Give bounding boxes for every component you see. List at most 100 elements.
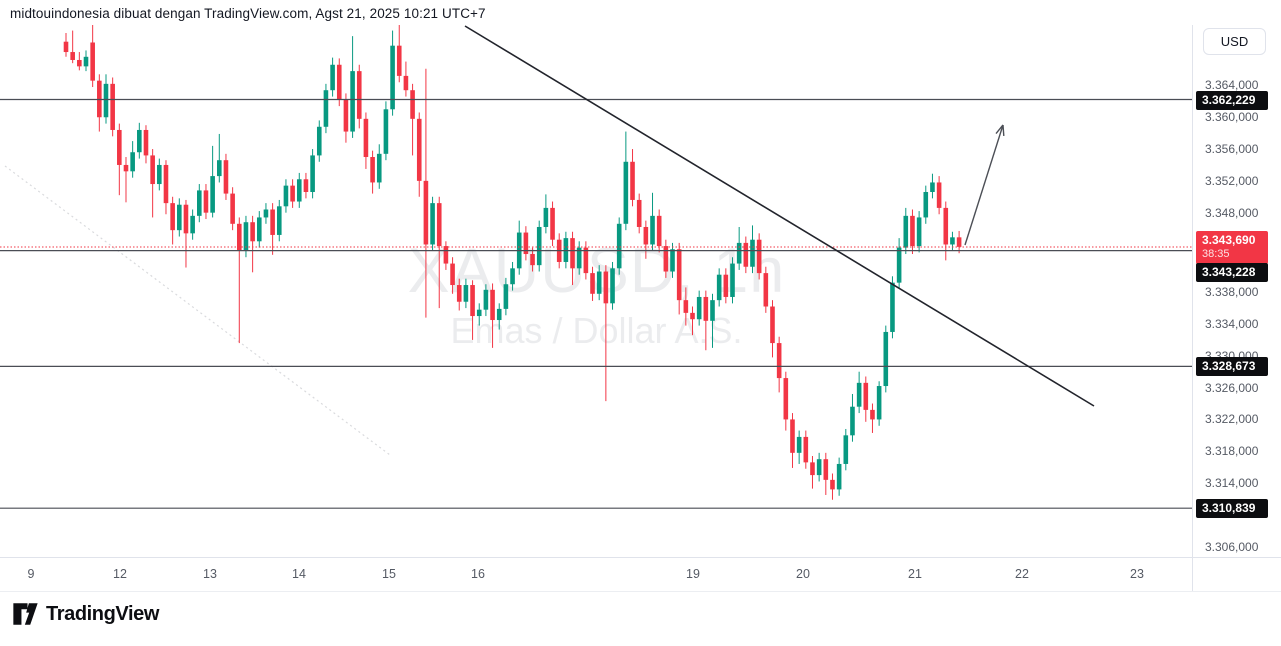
candle-body xyxy=(823,459,829,480)
candle-body xyxy=(723,274,729,297)
candle-body xyxy=(256,217,262,242)
tradingview-logo-icon xyxy=(13,603,38,625)
candle-body xyxy=(290,185,295,202)
price-tick-label: 3.322,000 xyxy=(1205,412,1259,427)
candle-body xyxy=(90,42,95,81)
candle-body xyxy=(396,45,402,76)
candle xyxy=(616,217,622,275)
candle-body xyxy=(910,215,915,247)
candle-body xyxy=(536,226,542,266)
candle-body xyxy=(710,300,715,321)
candle xyxy=(883,325,889,393)
candle-body xyxy=(576,247,582,269)
candle xyxy=(623,131,629,231)
candle xyxy=(776,336,782,393)
arrow-drawing[interactable] xyxy=(964,124,1004,246)
candle-body xyxy=(163,164,169,204)
price-tick-label: 3.348,000 xyxy=(1205,205,1259,220)
candle xyxy=(756,233,762,280)
candle-body xyxy=(463,285,469,302)
candle-body xyxy=(316,126,322,156)
dashed-diagonal-drawing[interactable] xyxy=(4,165,391,456)
candle-body xyxy=(756,239,762,274)
candle-body xyxy=(836,463,842,490)
candle xyxy=(803,430,809,469)
candle-body xyxy=(343,99,349,132)
candle xyxy=(916,211,922,253)
candle xyxy=(790,413,795,468)
candlestick-series xyxy=(63,25,962,500)
time-axis[interactable]: 9 12 13 14 15 16 19 20 21 22 23 xyxy=(0,558,1192,591)
candle xyxy=(203,184,209,220)
candle xyxy=(703,290,709,351)
candle-body xyxy=(276,206,282,235)
candle xyxy=(650,192,655,251)
candle xyxy=(223,153,229,200)
time-tick-label: 12 xyxy=(113,567,127,581)
last-price-value: 3.343,690 xyxy=(1202,233,1256,248)
candle xyxy=(496,303,502,330)
candle-body xyxy=(310,155,315,192)
candle xyxy=(117,123,122,196)
candle xyxy=(336,58,342,107)
trendline-drawing[interactable] xyxy=(464,25,1095,407)
time-tick-label: 13 xyxy=(203,567,217,581)
candle-body xyxy=(323,90,329,127)
candle-body xyxy=(456,285,462,302)
candle xyxy=(296,172,302,208)
candle xyxy=(523,226,529,261)
price-tick-label: 3.356,000 xyxy=(1205,142,1259,157)
candle xyxy=(663,239,669,278)
currency-toggle-button[interactable]: USD xyxy=(1203,28,1266,55)
candle-body xyxy=(783,378,789,420)
candle-body xyxy=(883,331,889,387)
candle xyxy=(236,217,242,344)
candle xyxy=(323,83,329,134)
candle xyxy=(723,268,729,304)
candle-body xyxy=(370,157,375,183)
time-tick-label: 16 xyxy=(471,567,485,581)
candle xyxy=(123,157,129,203)
candle xyxy=(483,284,489,317)
candle-body xyxy=(403,75,409,91)
tradingview-logo[interactable]: TradingView xyxy=(12,601,159,627)
candle-body xyxy=(296,179,302,202)
candle xyxy=(97,74,102,132)
candle xyxy=(930,173,935,199)
candle xyxy=(870,403,875,433)
candle xyxy=(763,266,769,313)
chart-canvas[interactable] xyxy=(0,25,1193,557)
candle-body xyxy=(157,164,162,185)
last-price-badge: 3.343,690 38:35 xyxy=(1196,231,1268,265)
candle xyxy=(216,133,222,183)
candle-body xyxy=(683,300,689,313)
candle-body xyxy=(796,436,802,453)
chart-pane[interactable]: XAUUSD, 1h Emas / Dollar A.S. xyxy=(0,25,1193,557)
price-tick-label: 3.314,000 xyxy=(1205,476,1259,491)
candle-body xyxy=(70,52,75,60)
axis-vertical-separator xyxy=(1192,25,1193,591)
candle-body xyxy=(170,203,175,231)
candle-body xyxy=(670,249,675,272)
candle-body xyxy=(203,190,209,213)
candle xyxy=(730,257,735,304)
candle xyxy=(283,179,289,213)
price-axis[interactable]: USD 3.364,000 3.360,000 3.356,000 3.352,000… xyxy=(1193,25,1281,591)
candle xyxy=(910,209,915,255)
candle xyxy=(197,184,202,223)
candle-body xyxy=(736,242,742,264)
candle-body xyxy=(696,296,702,320)
candle xyxy=(610,261,615,310)
candle xyxy=(276,199,282,242)
time-tick-label: 21 xyxy=(908,567,922,581)
candle-body xyxy=(250,222,255,242)
time-tick-label: 20 xyxy=(796,567,810,581)
candle xyxy=(923,185,929,224)
candle-body xyxy=(150,155,155,185)
candle-body xyxy=(703,296,709,321)
candle-body xyxy=(423,180,429,245)
time-tick-label: 14 xyxy=(292,567,306,581)
candle-body xyxy=(503,284,509,309)
candle-body xyxy=(583,247,589,274)
candle xyxy=(177,198,182,237)
